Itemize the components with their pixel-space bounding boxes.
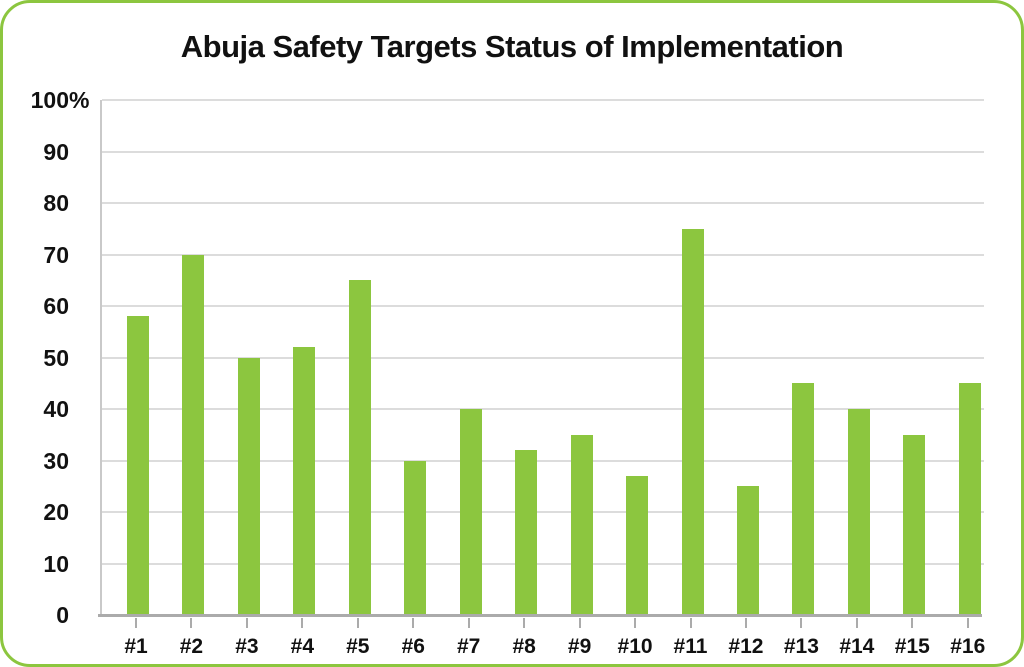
gridline: [102, 99, 984, 101]
y-axis-label: 20: [43, 499, 69, 525]
y-axis-label: 80: [43, 190, 69, 216]
x-axis-label: #6: [401, 635, 425, 658]
x-axis-label: #3: [235, 635, 259, 658]
bar-13: [792, 383, 815, 615]
x-axis-label: #8: [512, 635, 536, 658]
bar-16: [958, 383, 981, 615]
gridline: [102, 511, 984, 513]
y-axis-label: 40: [43, 396, 69, 422]
gridline: [102, 356, 984, 359]
chart-title: Abuja Safety Targets Status of Implement…: [180, 29, 844, 64]
x-axis-label: #4: [290, 635, 315, 658]
plot-area: [100, 99, 984, 615]
y-axis-label: 50: [43, 344, 69, 371]
bar-10: [626, 475, 649, 615]
bar-1: [127, 316, 149, 615]
bar-9: [570, 434, 593, 615]
x-axis-label: #11: [673, 635, 708, 658]
bar-7: [459, 409, 482, 615]
y-axis-label: 90: [43, 138, 69, 165]
x-axis-tick: [689, 618, 692, 628]
x-axis-label: #13: [783, 635, 819, 658]
x-axis-tick: [190, 618, 193, 628]
percent-sign: %: [69, 87, 90, 113]
gridline: [102, 202, 984, 204]
x-axis-label: #12: [728, 635, 764, 658]
y-axis-label: 60: [43, 293, 69, 319]
x-axis-label: #9: [567, 635, 592, 658]
gridline: [102, 253, 984, 256]
bar-11: [681, 228, 704, 615]
bar-3: [237, 357, 260, 615]
x-axis-line: [98, 614, 982, 617]
y-axis-label: 10: [43, 550, 69, 577]
gridline: [102, 150, 984, 153]
gridline: [102, 305, 984, 307]
x-axis-label: #10: [617, 635, 653, 658]
x-axis-tick: [135, 618, 137, 628]
bar-6: [404, 460, 427, 615]
x-axis-label: #7: [457, 635, 481, 658]
x-axis-tick: [911, 618, 914, 628]
y-axis-label: 0: [56, 602, 69, 628]
x-axis-tick: [855, 618, 858, 628]
x-axis-tick: [634, 618, 637, 628]
bar-5: [348, 280, 371, 615]
bar-14: [847, 409, 870, 615]
x-axis-label: #5: [346, 635, 370, 658]
gridline: [102, 408, 984, 410]
x-axis-tick: [966, 618, 969, 628]
x-axis-tick: [744, 618, 747, 628]
x-axis-tick: [356, 618, 359, 628]
bar-15: [903, 434, 926, 615]
gridline: [102, 459, 984, 462]
gridline: [102, 562, 984, 565]
x-axis-tick: [578, 618, 581, 628]
x-axis-tick: [800, 618, 803, 628]
x-axis-label: #15: [894, 635, 930, 658]
x-axis-label: #1: [124, 635, 148, 658]
x-axis-label: #16: [950, 635, 986, 658]
bar-4: [293, 347, 316, 615]
x-axis-tick: [467, 618, 470, 628]
bar-12: [736, 486, 759, 615]
x-axis-label: #2: [179, 635, 204, 658]
x-axis-tick: [301, 618, 304, 628]
bar-8: [515, 450, 538, 615]
y-axis-label: 100%: [30, 87, 90, 113]
x-axis-tick: [245, 618, 248, 628]
bar-2: [182, 254, 205, 615]
x-axis-tick: [523, 618, 526, 628]
x-axis-tick: [412, 618, 415, 628]
y-axis-label: 70: [43, 241, 69, 268]
x-axis-label: #14: [839, 635, 875, 658]
y-axis-label: 30: [43, 447, 69, 474]
